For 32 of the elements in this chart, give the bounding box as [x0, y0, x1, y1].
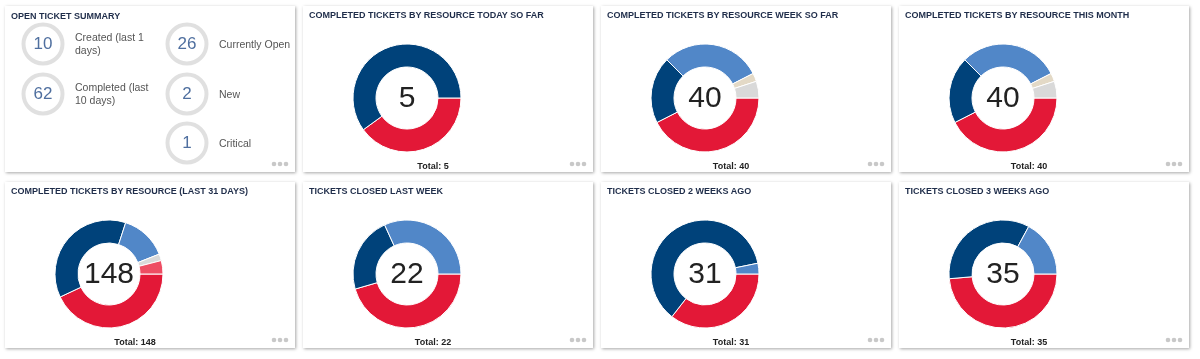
text: 10 — [32, 34, 54, 54]
text: New — [219, 86, 241, 102]
text: Total: 22 — [414, 337, 452, 347]
chart-title: COMPLETED TICKETS BY RESOURCE WEEK SO FAR — [607, 10, 839, 20]
text: 2 — [181, 84, 193, 104]
text: Total: 148 — [114, 337, 156, 347]
text: 5 — [398, 80, 416, 113]
text: Total: 31 — [712, 337, 750, 347]
text: 22 — [390, 256, 424, 289]
chart-title: COMPLETED TICKETS BY RESOURCE (LAST 31 DAYS) — [11, 186, 249, 196]
text: 40 — [986, 80, 1020, 113]
text: 40 — [688, 80, 722, 113]
chart-title: TICKETS CLOSED LAST WEEK — [309, 186, 444, 196]
text: Total: 40 — [1010, 161, 1048, 171]
text: Created (last 1 days) — [75, 30, 145, 58]
chart-title: COMPLETED TICKETS BY RESOURCE TODAY SO FAR — [309, 10, 545, 20]
text: 62 — [32, 84, 54, 104]
text: Critical — [219, 135, 253, 151]
text: 35 — [986, 256, 1020, 289]
text: 31 — [688, 256, 722, 289]
text: Completed (last 10 days) — [75, 80, 150, 108]
text: OPEN TICKET SUMMARY — [11, 11, 121, 21]
text: Total: 40 — [712, 161, 750, 171]
chart-title: TICKETS CLOSED 2 WEEKS AGO — [607, 186, 752, 196]
text: Total: 5 — [417, 161, 449, 171]
text: 1 — [181, 133, 193, 153]
chart-title: COMPLETED TICKETS BY RESOURCE THIS MONTH — [905, 10, 1130, 20]
chart-title: TICKETS CLOSED 3 WEEKS AGO — [905, 186, 1050, 196]
text: Currently Open — [219, 36, 292, 52]
text: Total: 35 — [1010, 337, 1048, 347]
text: 26 — [176, 34, 198, 54]
text: 148 — [83, 256, 135, 289]
